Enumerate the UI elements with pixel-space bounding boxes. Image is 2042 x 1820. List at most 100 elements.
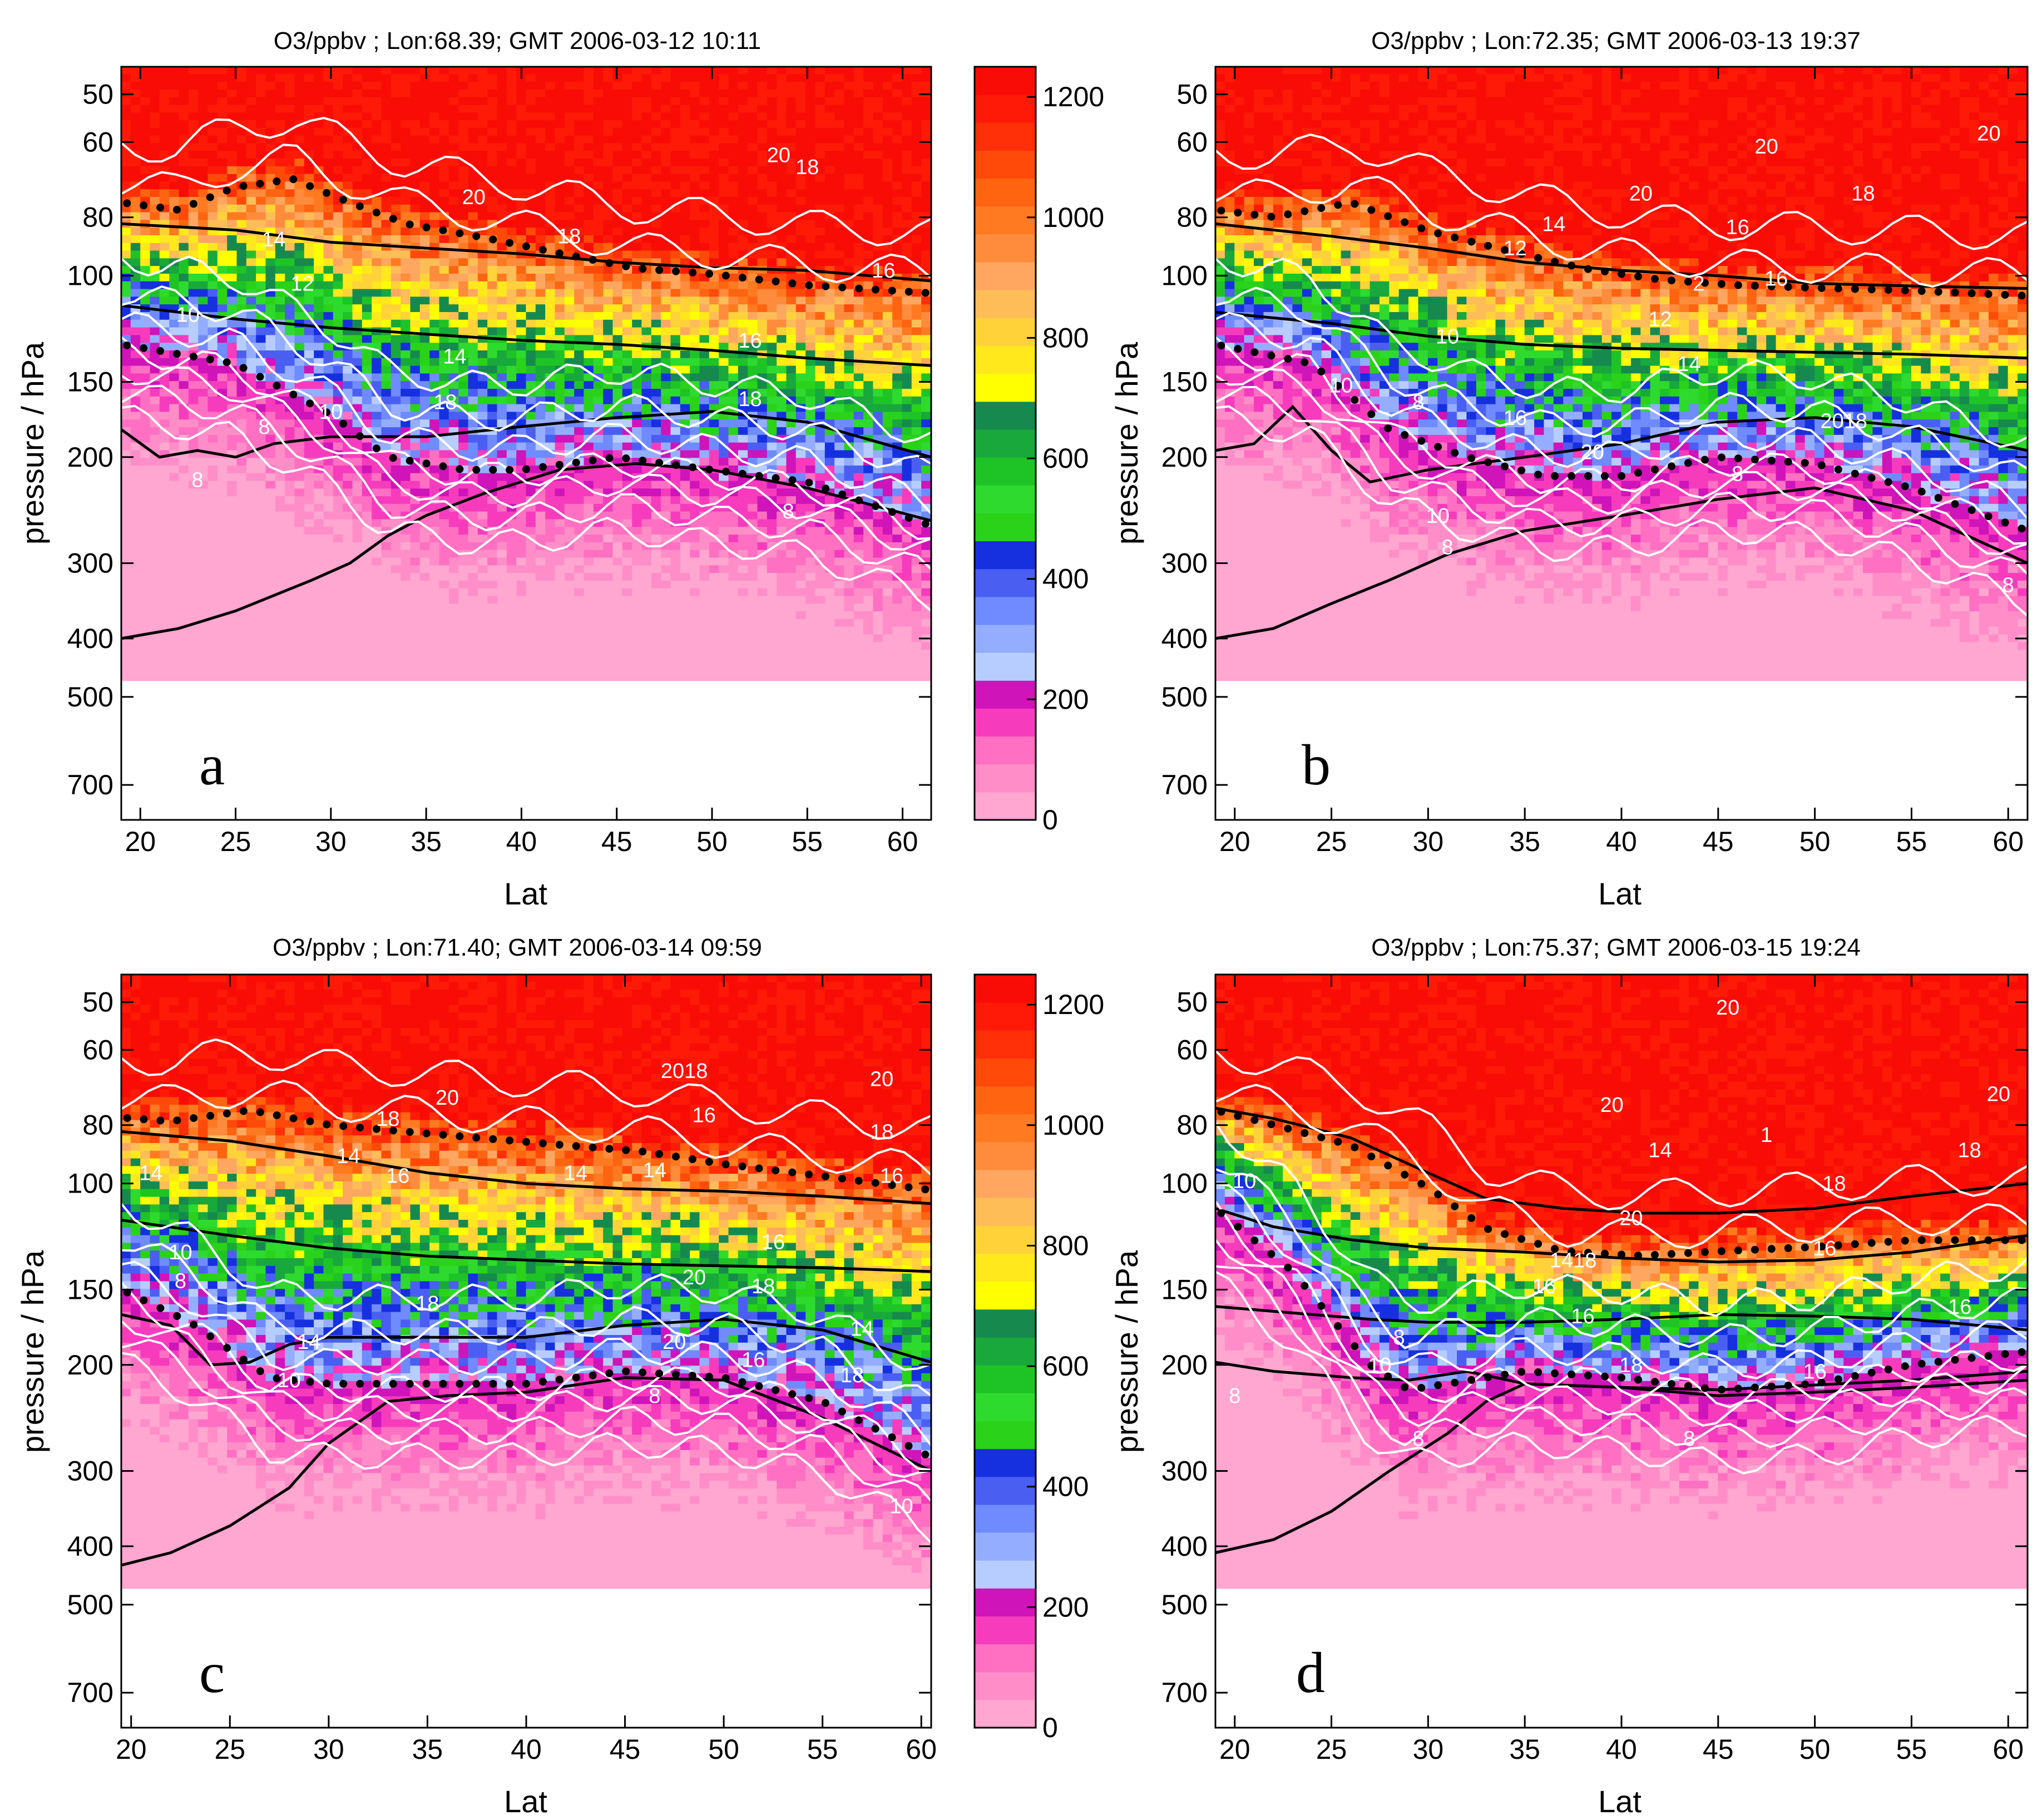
field-cell	[140, 588, 151, 597]
field-cell	[256, 381, 266, 389]
field-cell	[603, 289, 614, 298]
field-cell	[612, 634, 623, 643]
field-cell	[612, 642, 623, 651]
field-cell	[448, 381, 459, 389]
field-cell	[236, 127, 247, 136]
field-cell	[487, 604, 498, 612]
field-cell	[709, 243, 720, 251]
field-cell	[535, 97, 546, 106]
field-cell	[622, 573, 633, 581]
field-cell	[381, 143, 392, 152]
field-cell	[516, 450, 527, 459]
field-cell	[612, 112, 623, 121]
field-cell	[448, 458, 459, 466]
field-cell	[401, 335, 411, 344]
field-cell	[670, 143, 681, 152]
field-cell	[256, 189, 266, 198]
field-cell	[304, 304, 315, 313]
field-cell	[699, 404, 710, 413]
field-cell	[593, 189, 604, 198]
field-cell	[121, 550, 131, 558]
field-cell	[719, 319, 729, 328]
field-cell	[574, 143, 585, 152]
field-cell	[352, 481, 363, 489]
field-cell	[275, 358, 286, 367]
field-cell	[246, 296, 257, 305]
field-cell	[641, 665, 652, 674]
field-cell	[236, 266, 247, 274]
field-cell	[314, 228, 324, 236]
field-cell	[458, 604, 469, 612]
field-cell	[294, 343, 305, 351]
field-cell	[362, 511, 373, 520]
field-cell	[506, 127, 517, 136]
field-cell	[497, 580, 507, 589]
field-cell	[477, 626, 488, 635]
field-cell	[603, 312, 614, 320]
field-cell	[477, 304, 488, 313]
field-cell	[506, 112, 517, 121]
field-cell	[217, 105, 228, 113]
field-cell	[207, 557, 218, 566]
field-cell	[121, 67, 131, 75]
field-cell	[564, 588, 575, 597]
field-cell	[217, 580, 228, 589]
field-cell	[709, 120, 720, 128]
field-cell	[429, 442, 440, 451]
field-cell	[670, 67, 681, 75]
field-cell	[362, 611, 373, 620]
field-cell	[699, 481, 710, 489]
field-cell	[179, 419, 189, 428]
field-cell	[584, 327, 594, 336]
field-cell	[699, 89, 710, 98]
field-cell	[439, 82, 449, 90]
field-cell	[198, 82, 209, 90]
field-cell	[555, 319, 565, 328]
field-cell	[448, 304, 459, 313]
field-cell	[198, 550, 209, 558]
field-cell	[343, 281, 353, 290]
field-cell	[535, 550, 546, 558]
field-cell	[719, 189, 729, 198]
field-cell	[584, 89, 594, 98]
field-cell	[294, 289, 305, 298]
field-cell	[680, 296, 691, 305]
field-cell	[516, 174, 527, 182]
field-cell	[304, 450, 315, 459]
field-cell	[680, 243, 691, 251]
field-cell	[372, 412, 382, 421]
field-cell	[352, 626, 363, 635]
field-cell	[285, 519, 295, 528]
field-cell	[622, 112, 633, 121]
field-cell	[285, 642, 295, 651]
field-cell	[265, 89, 276, 98]
field-cell	[169, 181, 180, 190]
field-cell	[641, 243, 652, 251]
field-cell	[612, 650, 623, 658]
field-cell	[314, 412, 324, 421]
field-cell	[352, 588, 363, 597]
field-cell	[593, 243, 604, 251]
field-cell	[410, 404, 421, 413]
field-cell	[593, 220, 604, 229]
field-cell	[477, 197, 488, 205]
field-cell	[352, 120, 363, 128]
field-cell	[372, 565, 382, 574]
field-cell	[429, 181, 440, 190]
field-cell	[612, 228, 623, 236]
field-cell	[458, 312, 469, 320]
field-cell	[497, 159, 507, 167]
field-cell	[159, 542, 170, 551]
field-cell	[275, 657, 286, 666]
field-cell	[477, 181, 488, 190]
field-cell	[150, 619, 160, 627]
field-cell	[497, 419, 507, 428]
field-cell	[140, 135, 151, 144]
field-cell	[468, 296, 478, 305]
field-cell	[265, 243, 276, 251]
field-cell	[419, 450, 431, 459]
field-cell	[362, 404, 373, 413]
field-cell	[169, 565, 180, 574]
field-cell	[333, 220, 344, 229]
field-cell	[285, 89, 295, 98]
